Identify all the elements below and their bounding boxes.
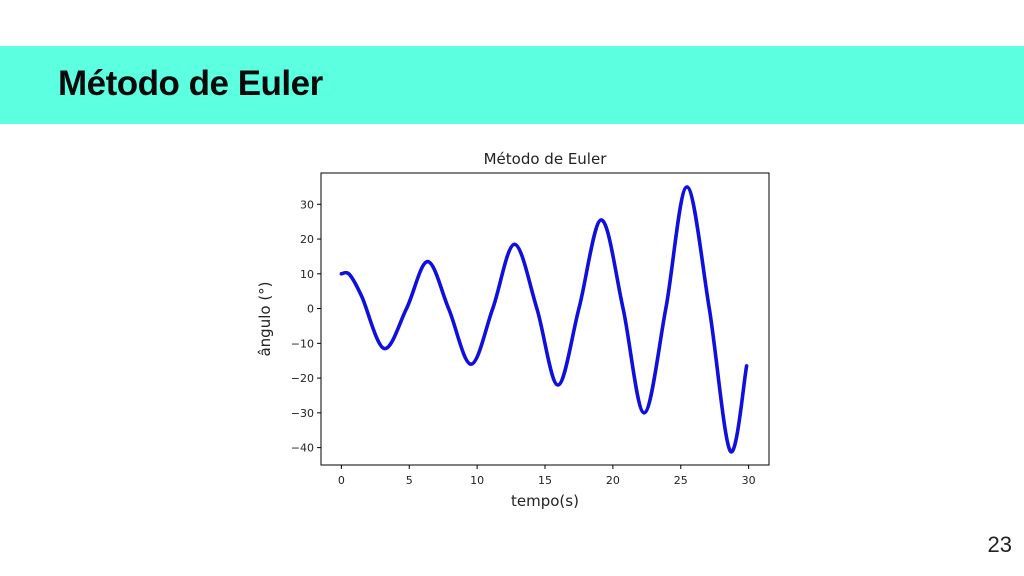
y-tick-label: −20 [291,372,314,385]
x-tick-label: 5 [406,474,413,487]
slide-title: Método de Euler [58,64,323,103]
x-tick-label: 25 [674,474,688,487]
y-axis-label: ângulo (°) [256,281,274,356]
x-tick-label: 10 [470,474,484,487]
chart-title: Método de Euler [484,150,608,168]
x-tick-label: 15 [538,474,552,487]
y-tick-label: 0 [307,303,314,316]
plot-frame [320,172,770,466]
page-number: 23 [987,532,1012,557]
x-axis-label: tempo(s) [511,492,579,510]
series-line [339,185,749,454]
x-tick-label: 20 [606,474,620,487]
y-tick-label: −10 [291,337,314,350]
y-tick-label: 10 [300,268,314,281]
y-tick-label: 20 [300,233,314,246]
x-tick-label: 30 [742,474,756,487]
title-bar [0,46,1024,124]
y-tick-label: 30 [300,198,314,211]
y-tick-label: −30 [291,407,314,420]
y-tick-label: −40 [291,442,314,455]
x-tick-label: 0 [338,474,345,487]
